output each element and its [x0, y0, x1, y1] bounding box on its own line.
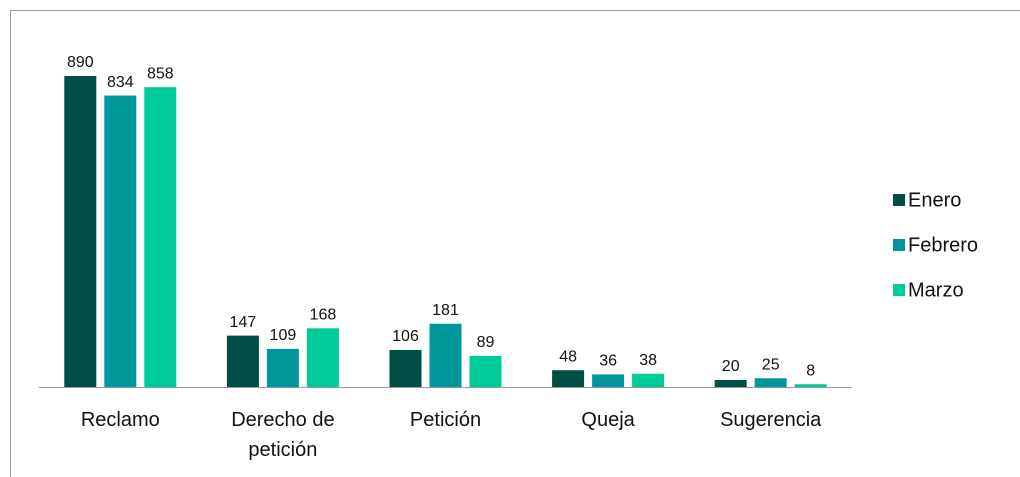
x-tick-label: Queja	[581, 409, 635, 431]
legend-label: Febrero	[908, 234, 978, 256]
x-tick-label: Reclamo	[80, 409, 160, 431]
bar	[632, 373, 665, 387]
bar	[266, 348, 299, 387]
x-tick-label: Petición	[409, 409, 482, 431]
chart-frame	[10, 10, 1020, 477]
bar	[429, 323, 462, 387]
data-label: 48	[559, 348, 577, 365]
data-label: 168	[310, 307, 337, 324]
data-label: 106	[392, 328, 419, 345]
data-label: 89	[477, 334, 495, 351]
legend-label: Marzo	[908, 279, 964, 301]
bar	[144, 87, 177, 388]
data-label: 38	[639, 352, 657, 369]
data-label: 20	[722, 358, 740, 375]
legend-swatch	[893, 194, 905, 206]
data-label: 834	[107, 74, 134, 91]
x-tick-label: Derecho de petición	[231, 409, 335, 461]
data-label: 36	[599, 353, 617, 370]
data-label: 25	[762, 356, 780, 373]
data-label: 181	[432, 302, 459, 319]
bar	[389, 349, 422, 387]
bar	[552, 370, 585, 387]
bar	[306, 328, 339, 387]
legend-label: Enero	[908, 189, 961, 211]
bar	[104, 95, 137, 387]
data-label: 8	[806, 362, 815, 379]
data-label: 890	[67, 54, 94, 71]
data-label: 147	[230, 314, 257, 331]
bar	[592, 374, 625, 387]
bar	[226, 335, 259, 387]
legend-swatch	[893, 239, 905, 251]
data-label: 858	[147, 65, 174, 82]
bar	[64, 76, 97, 387]
bar	[754, 378, 787, 387]
data-label: 109	[270, 327, 297, 344]
x-tick-label: Sugerencia	[720, 409, 822, 431]
bar	[714, 380, 747, 387]
legend-swatch	[893, 284, 905, 296]
bar	[469, 355, 502, 387]
bar	[794, 384, 827, 387]
